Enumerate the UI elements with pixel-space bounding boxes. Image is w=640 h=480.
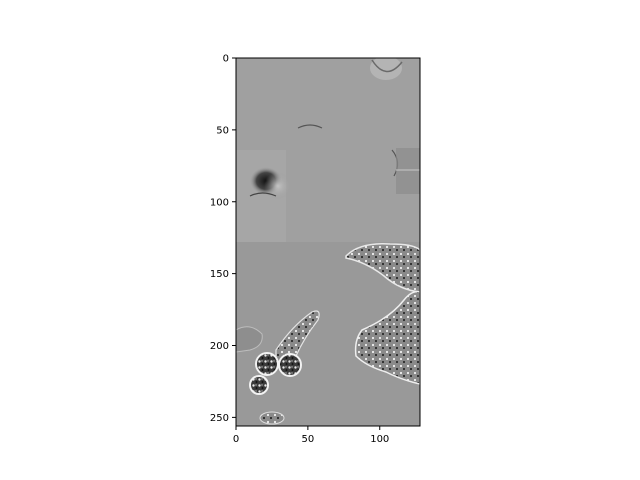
axes-frame: [235, 57, 421, 427]
y-axis-ticks: 0 50 100 150 200 250: [210, 54, 236, 424]
x-tick-label: 50: [302, 434, 315, 445]
image-content: [236, 58, 420, 426]
y-tick-label: 50: [216, 125, 229, 136]
upper-image-region: [236, 58, 420, 242]
x-tick-label: 0: [233, 434, 239, 445]
lower-image-region: [236, 242, 420, 426]
x-axis-ticks: 0 50 100: [233, 426, 389, 445]
y-tick-label: 100: [210, 197, 229, 208]
y-tick-label: 250: [210, 413, 229, 424]
y-tick-label: 0: [223, 54, 229, 65]
x-tick-label: 100: [370, 434, 389, 445]
y-tick-label: 200: [210, 341, 229, 352]
y-tick-label: 150: [210, 269, 229, 280]
